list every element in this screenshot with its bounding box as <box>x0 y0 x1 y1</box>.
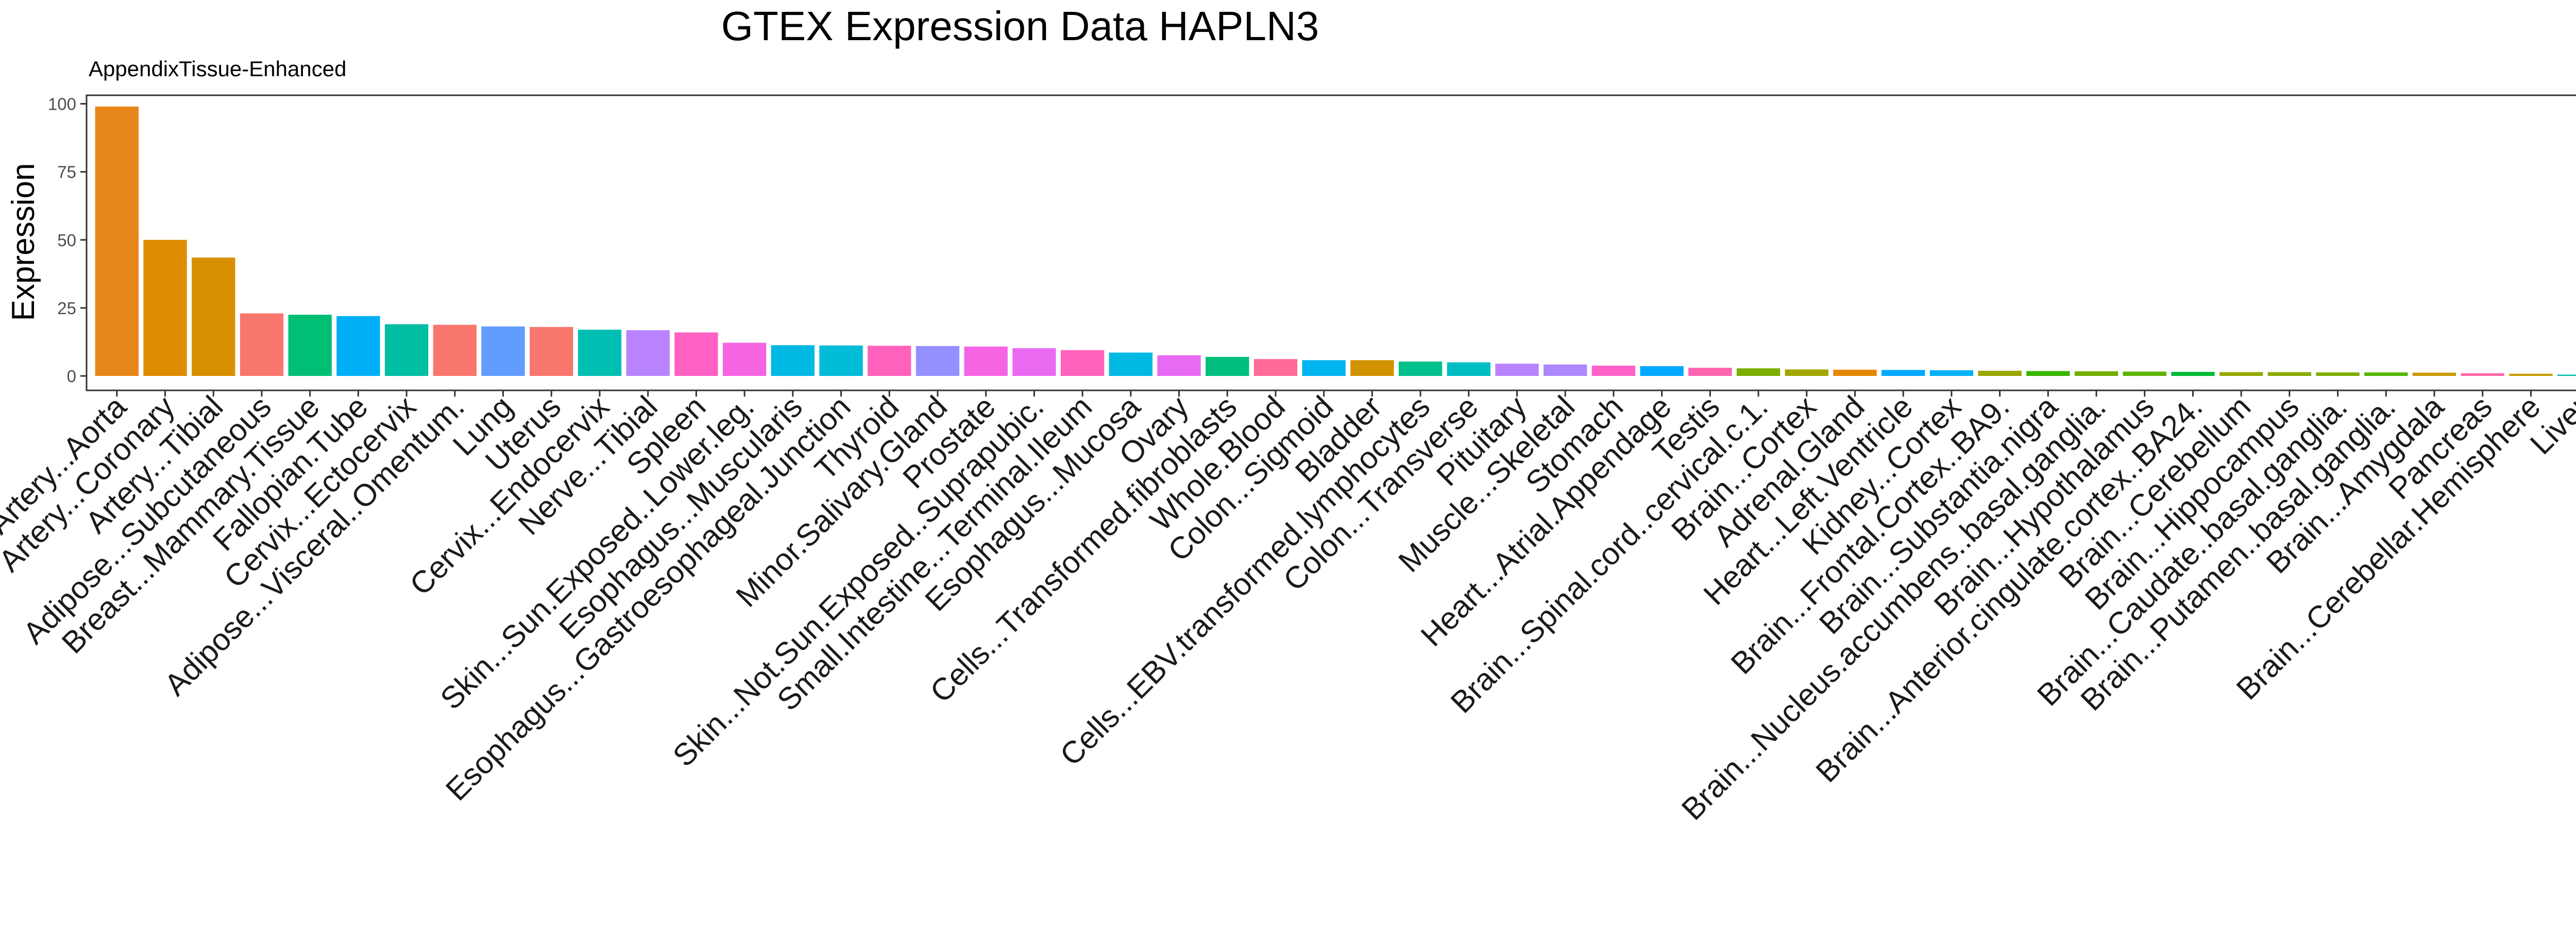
bar <box>1398 361 1443 376</box>
y-tick-label: 100 <box>48 95 76 114</box>
bar <box>1302 360 1346 376</box>
bar <box>2316 372 2360 376</box>
bar <box>1736 368 1781 376</box>
bar <box>2219 372 2263 376</box>
bar <box>1929 370 1974 376</box>
bar <box>626 330 670 376</box>
bar <box>674 332 718 376</box>
bar <box>771 345 815 376</box>
bar <box>143 239 187 376</box>
bar <box>1350 360 1394 376</box>
bar <box>530 327 573 376</box>
bar <box>2461 373 2504 376</box>
y-tick-label: 75 <box>57 163 76 182</box>
bar <box>1591 365 1636 376</box>
bar <box>868 346 911 376</box>
bar <box>1157 355 1201 376</box>
bar <box>2267 372 2312 376</box>
bar <box>578 330 622 376</box>
bar <box>192 258 235 376</box>
bar <box>1447 362 1490 376</box>
bar <box>722 342 767 376</box>
bar <box>2557 374 2576 376</box>
y-tick-label: 25 <box>57 299 76 318</box>
bar <box>1833 369 1877 376</box>
bar <box>1544 364 1587 376</box>
bar <box>916 346 960 376</box>
bar <box>240 313 284 376</box>
bar <box>2074 371 2119 376</box>
bar <box>481 326 525 376</box>
x-axis: Artery...AortaArtery...CoronaryArtery...… <box>0 389 2576 827</box>
bars <box>95 106 2576 376</box>
bar <box>2171 372 2215 376</box>
bar <box>964 346 1008 376</box>
bar <box>384 324 429 376</box>
bar <box>2412 372 2456 376</box>
bar <box>2509 373 2553 376</box>
bar <box>95 106 139 376</box>
bar <box>1688 368 1732 376</box>
chart-title: GTEX Expression Data HAPLN3 <box>721 3 1319 49</box>
bar <box>1640 366 1684 376</box>
bar <box>819 345 863 376</box>
bar <box>1978 370 2022 376</box>
y-tick-label: 50 <box>57 231 76 250</box>
y-axis: 0 25 50 75 100 <box>48 95 87 386</box>
bar <box>1109 352 1153 376</box>
bar <box>336 316 380 376</box>
bar <box>288 315 332 376</box>
y-axis-label: Expression <box>6 163 41 321</box>
bar <box>1495 364 1539 376</box>
bar <box>2026 371 2070 376</box>
bar <box>2123 371 2166 376</box>
bar <box>2364 372 2408 376</box>
bar <box>433 324 477 376</box>
bar <box>1882 370 1925 376</box>
bar <box>1785 369 1828 376</box>
bar <box>1012 348 1056 376</box>
bar <box>1206 357 1249 376</box>
bar <box>1253 359 1298 376</box>
chart-subtitle: AppendixTissue-Enhanced <box>89 57 346 81</box>
bar <box>1060 350 1105 376</box>
y-tick-label: 0 <box>67 367 76 386</box>
